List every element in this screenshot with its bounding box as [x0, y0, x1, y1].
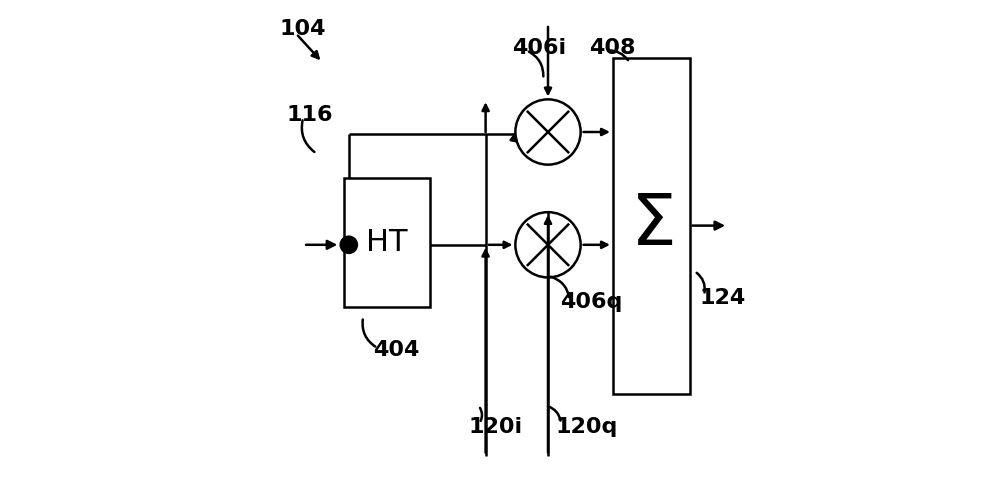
Text: 404: 404: [373, 340, 419, 360]
Text: 120i: 120i: [469, 417, 523, 437]
Bar: [613, 58, 690, 394]
Text: 120q: 120q: [555, 417, 618, 437]
Bar: [344, 178, 430, 307]
Text: 406q: 406q: [560, 292, 622, 312]
Text: 408: 408: [589, 38, 635, 58]
Text: 406i: 406i: [512, 38, 566, 58]
Circle shape: [340, 236, 357, 253]
Text: 116: 116: [286, 105, 333, 125]
Text: HT: HT: [366, 228, 408, 257]
Text: 104: 104: [279, 19, 326, 39]
Text: $\Sigma$: $\Sigma$: [630, 191, 673, 260]
Text: 124: 124: [699, 288, 745, 308]
